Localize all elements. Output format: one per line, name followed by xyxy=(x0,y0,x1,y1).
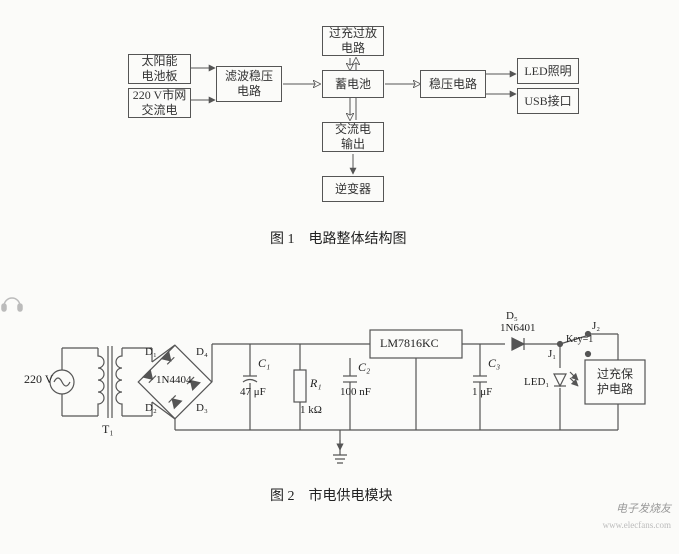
lbl: 过充过放电路 xyxy=(329,26,377,56)
block-protect: 过充保护电路 xyxy=(585,360,645,404)
lbl-d5v: 1N6401 xyxy=(500,322,535,334)
lbl-c1: C₁ xyxy=(258,356,270,371)
lbl-d2: D₂ xyxy=(145,402,157,414)
lbl-c3: C₃ xyxy=(488,356,500,371)
block-reg: 稳压电路 xyxy=(420,70,486,98)
lbl-j1: J₁ xyxy=(548,348,556,360)
block-mains: 220 V市网交流电 xyxy=(128,88,191,118)
lbl-led: LED₁ xyxy=(524,376,549,388)
watermark-text: 电子发烧友 xyxy=(616,500,671,516)
block-acout: 交流电输出 xyxy=(322,122,384,152)
fig1-caption: 图 1 电路整体结构图 xyxy=(270,228,407,248)
lbl: 交流电输出 xyxy=(335,122,371,152)
block-solar: 太阳能电池板 xyxy=(128,54,191,84)
lbl-d5: D₅ xyxy=(506,310,518,322)
lbl-key: Key=1 xyxy=(566,334,593,345)
lbl-d3: D₃ xyxy=(196,402,208,414)
lbl: 稳压电路 xyxy=(429,77,477,92)
lbl-d1: D₁ xyxy=(145,346,157,358)
lbl-r1v: 1 kΩ xyxy=(300,404,322,416)
lbl-c2: C₂ xyxy=(358,360,370,375)
lbl-vin: 220 V xyxy=(24,372,53,387)
lbl-reg: LM7816KC xyxy=(380,336,439,351)
block-usb: USB接口 xyxy=(517,88,579,114)
block-overcharge: 过充过放电路 xyxy=(322,26,384,56)
lbl-c2v: 100 nF xyxy=(340,386,371,398)
block-led: LED照明 xyxy=(517,58,579,84)
lbl: 220 V市网交流电 xyxy=(133,88,186,118)
watermark-url: www.elecfans.com xyxy=(603,520,671,530)
lbl: 太阳能电池板 xyxy=(141,54,177,84)
block-inverter: 逆变器 xyxy=(322,176,384,202)
lbl-bridge: 1N4404 xyxy=(156,374,191,386)
lbl: 蓄电池 xyxy=(335,77,371,92)
headphone-icon xyxy=(0,290,24,314)
block-filter: 滤波稳压电路 xyxy=(216,66,282,102)
lbl: 过充保护电路 xyxy=(597,367,633,397)
block-battery: 蓄电池 xyxy=(322,70,384,98)
lbl-t1: T₁ xyxy=(102,422,114,437)
lbl: USB接口 xyxy=(524,94,571,109)
lbl: 滤波稳压电路 xyxy=(225,69,273,99)
lbl-j2: J₂ xyxy=(592,320,600,332)
lbl-c1v: 47 μF xyxy=(240,386,266,398)
lbl: LED照明 xyxy=(524,64,571,79)
fig2-caption: 图 2 市电供电模块 xyxy=(270,485,393,505)
lbl-d4: D₄ xyxy=(196,346,208,358)
lbl: 逆变器 xyxy=(335,182,371,197)
lbl-r1: R₁ xyxy=(310,376,322,391)
lbl-c3v: 1 μF xyxy=(472,386,492,398)
